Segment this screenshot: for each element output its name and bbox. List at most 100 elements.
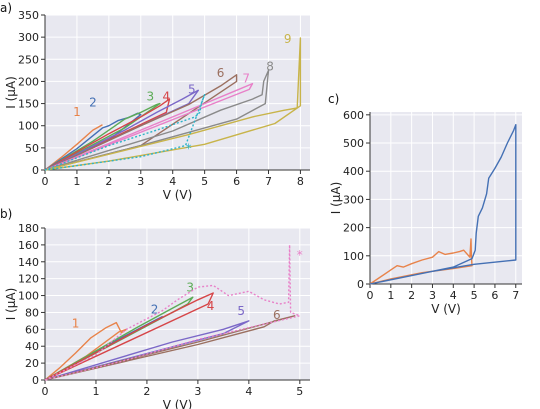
series-label-2: 2 <box>89 96 97 110</box>
y-axis-title: I (µA) <box>4 76 18 109</box>
y-tick-label: 300 <box>343 193 364 206</box>
x-axis-title: V (V) <box>163 398 193 409</box>
series-label-4: 4 <box>163 89 171 103</box>
x-tick: 4 <box>450 284 457 302</box>
series-label-7: 7 <box>242 71 250 85</box>
y-tick: 300 <box>18 31 45 44</box>
panel-letter: c) <box>328 92 339 106</box>
y-tick-label: 20 <box>25 357 39 370</box>
series-label-8: 8 <box>266 59 274 73</box>
plot-area <box>370 112 522 284</box>
y-tick: 0 <box>32 164 45 177</box>
x-tick-label: 0 <box>42 385 49 398</box>
y-tick: 250 <box>18 53 45 66</box>
panel-letter: b) <box>0 207 12 221</box>
x-tick: 7 <box>512 284 519 302</box>
x-tick-label: 7 <box>265 175 272 188</box>
y-tick-label: 0 <box>357 278 364 291</box>
y-tick: 120 <box>18 273 45 286</box>
y-tick-label: 350 <box>18 9 39 22</box>
series-label-1: 1 <box>72 317 80 331</box>
series-line-9 <box>44 37 302 171</box>
x-tick: 0 <box>367 284 374 302</box>
x-tick-label: 2 <box>105 175 112 188</box>
series-line-5 <box>44 89 200 171</box>
x-tick: 5 <box>296 380 303 398</box>
x-tick: 2 <box>143 380 150 398</box>
series-label-5: 5 <box>237 304 245 318</box>
x-tick: 2 <box>105 170 112 188</box>
y-tick-label: 600 <box>343 109 364 122</box>
y-tick: 160 <box>18 239 45 252</box>
x-tick-label: 5 <box>201 175 208 188</box>
x-tick: 4 <box>169 170 176 188</box>
y-tick: 40 <box>25 340 45 353</box>
series-label-3: 3 <box>147 89 155 103</box>
series-line-6 <box>44 74 238 171</box>
series-line-7 <box>44 82 254 171</box>
x-tick: 5 <box>201 170 208 188</box>
y-tick-label: 400 <box>343 165 364 178</box>
series-label-1: 1 <box>73 105 81 119</box>
y-tick: 60 <box>25 323 45 336</box>
y-tick-label: 100 <box>18 290 39 303</box>
y-tick-label: 300 <box>18 31 39 44</box>
series-label-star: * <box>186 141 192 155</box>
x-tick-label: 6 <box>491 289 498 302</box>
panel-letter: a) <box>0 1 12 15</box>
series-line-3 <box>44 102 161 171</box>
y-axis-title: I (µA) <box>4 288 18 321</box>
x-tick: 6 <box>233 170 240 188</box>
y-tick-label: 180 <box>18 222 39 235</box>
x-tick-label: 0 <box>42 175 49 188</box>
y-tick-label: 100 <box>343 250 364 263</box>
x-tick-label: 1 <box>73 175 80 188</box>
series-line-star <box>44 93 206 171</box>
series-label-9: 9 <box>284 32 292 46</box>
x-tick: 7 <box>265 170 272 188</box>
y-tick-label: 140 <box>18 256 39 269</box>
x-tick: 0 <box>42 170 49 188</box>
series-line-6 <box>44 315 296 381</box>
series-label-6: 6 <box>273 308 281 322</box>
series-line-1 <box>44 321 128 381</box>
x-tick: 1 <box>387 284 394 302</box>
x-tick: 6 <box>491 284 498 302</box>
x-axis-title: V (V) <box>431 302 461 316</box>
series-label-star: * <box>297 248 303 262</box>
y-tick: 500 <box>343 137 370 150</box>
x-tick-label: 4 <box>169 175 176 188</box>
x-tick: 4 <box>245 380 252 398</box>
y-tick: 180 <box>18 222 45 235</box>
series-line-0 <box>369 238 473 285</box>
series-label-5: 5 <box>188 82 196 96</box>
x-tick-label: 4 <box>245 385 252 398</box>
x-tick: 2 <box>408 284 415 302</box>
x-tick-label: 4 <box>450 289 457 302</box>
y-tick: 350 <box>18 9 45 22</box>
y-tick-label: 150 <box>18 98 39 111</box>
y-tick: 140 <box>18 256 45 269</box>
y-tick: 0 <box>32 374 45 387</box>
series-label-3: 3 <box>186 280 194 294</box>
x-tick-label: 8 <box>297 175 304 188</box>
series-line-8 <box>44 69 270 171</box>
series-label-2: 2 <box>151 302 159 316</box>
y-tick-label: 500 <box>343 137 364 150</box>
y-tick-label: 80 <box>25 306 39 319</box>
y-tick-label: 100 <box>18 120 39 133</box>
x-tick: 3 <box>137 170 144 188</box>
y-tick: 100 <box>18 120 45 133</box>
x-tick: 0 <box>42 380 49 398</box>
x-tick-label: 2 <box>408 289 415 302</box>
x-tick: 8 <box>297 170 304 188</box>
x-tick-label: 5 <box>296 385 303 398</box>
y-tick: 200 <box>18 75 45 88</box>
y-tick-label: 0 <box>32 374 39 387</box>
y-tick: 50 <box>25 142 45 155</box>
x-tick-label: 0 <box>367 289 374 302</box>
series-line-4 <box>44 292 214 381</box>
